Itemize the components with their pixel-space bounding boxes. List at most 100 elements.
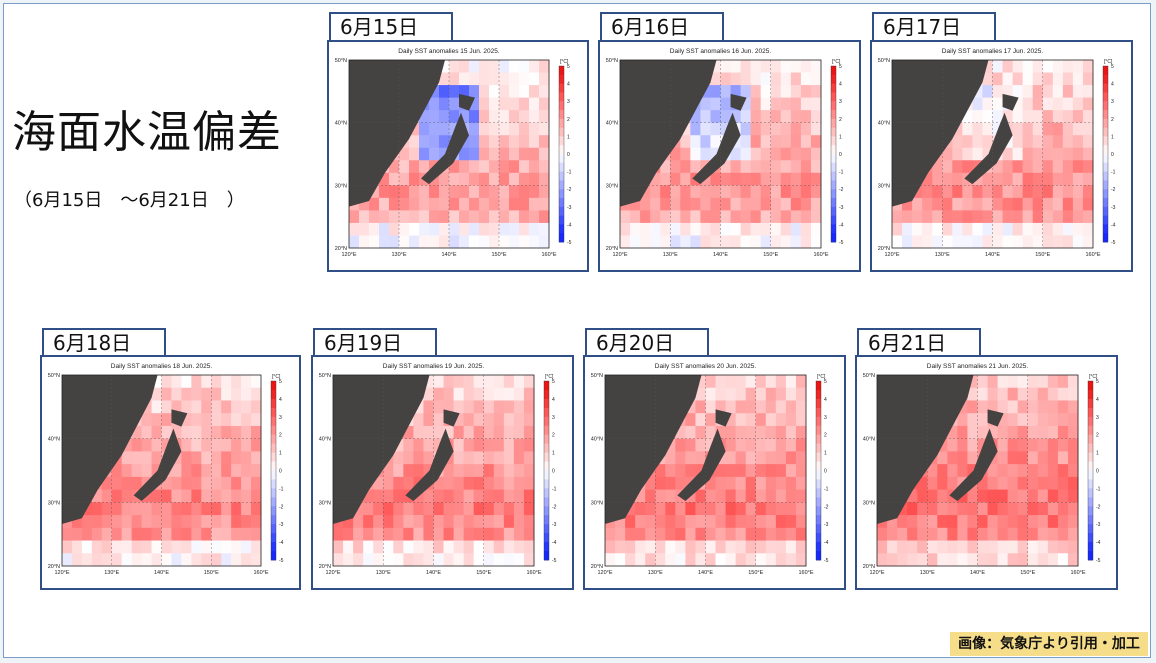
anomaly-cell [655, 489, 666, 503]
anomaly-cell [363, 553, 374, 567]
lat-tick-label: 50°N [591, 373, 603, 379]
anomaly-cell [1062, 235, 1074, 249]
anomaly-cell [952, 160, 963, 174]
colorbar-segment [1088, 425, 1093, 436]
anomaly-cell [790, 185, 802, 199]
anomaly-cell [922, 172, 933, 186]
anomaly-cell [1042, 72, 1054, 86]
colorbar-segment [559, 162, 564, 172]
anomaly-cell [1072, 97, 1084, 111]
anomaly-cell [1002, 147, 1014, 161]
map-frame [332, 374, 535, 567]
anomaly-cell [373, 540, 384, 554]
anomaly-cell [493, 464, 505, 478]
colorbar-tick-label: 2 [279, 433, 282, 439]
anomaly-cell [373, 502, 384, 516]
map-grid [605, 375, 806, 566]
lat-tick-label: 20°N [48, 564, 60, 570]
anomaly-cell [141, 451, 153, 465]
colorbar-segment [271, 389, 276, 400]
anomaly-cell [463, 515, 475, 529]
anomaly-cell [509, 185, 520, 199]
lat-tick-label: 20°N [606, 246, 618, 252]
anomaly-cell [785, 387, 797, 401]
anomaly-cell [745, 400, 757, 414]
anomaly-cell [1052, 197, 1064, 211]
anomaly-cell [211, 400, 222, 414]
anomaly-cell [389, 235, 400, 249]
anomaly-cell [191, 464, 202, 478]
anomaly-cell [62, 553, 73, 567]
anomaly-cell [877, 540, 888, 554]
anomaly-cell [680, 222, 691, 236]
colorbar-tick-label: 2 [567, 117, 570, 123]
lat-tick-label: 40°N [319, 437, 331, 443]
anomaly-cell [775, 540, 787, 554]
anomaly-cell [463, 451, 475, 465]
anomaly-cell [443, 527, 455, 542]
anomaly-cell [770, 72, 782, 86]
anomaly-cell [1027, 425, 1039, 440]
japan-landmass [677, 428, 726, 502]
lat-tick-label: 50°N [878, 58, 890, 64]
date-tab: 6月20日 [585, 328, 709, 356]
anomaly-cell [1062, 72, 1074, 86]
anomaly-cell [389, 185, 400, 199]
anomaly-cell [937, 515, 948, 529]
anomaly-cell [403, 527, 414, 542]
anomaly-cell [892, 235, 903, 249]
anomaly-cell [1032, 122, 1044, 136]
anomaly-cell [680, 122, 691, 136]
anomaly-cell [379, 222, 390, 236]
anomaly-cell [241, 413, 252, 427]
anomaly-cell [1052, 72, 1064, 86]
anomaly-cell [795, 413, 807, 427]
anomaly-cell [947, 502, 958, 516]
anomaly-cell [383, 540, 394, 554]
anomaly-cell [740, 85, 752, 99]
colorbar-segment [1088, 381, 1093, 391]
anomaly-cell [1042, 147, 1054, 161]
anomaly-cell [439, 135, 450, 149]
anomaly-cell [151, 413, 162, 427]
anomaly-cell [730, 222, 742, 236]
anomaly-cell [665, 502, 676, 516]
anomaly-cell [937, 502, 948, 516]
anomaly-cell [429, 210, 440, 224]
anomaly-cell [967, 540, 978, 554]
anomaly-cell [997, 425, 1009, 440]
anomaly-cell [211, 425, 222, 440]
anomaly-cell [997, 476, 1009, 491]
anomaly-cell [483, 540, 495, 554]
anomaly-cell [902, 210, 913, 224]
anomaly-cell [1057, 553, 1069, 567]
anomaly-cell [775, 451, 787, 465]
lon-tick-label: 140°E [426, 570, 441, 576]
anomaly-cell [181, 387, 192, 401]
anomaly-cell [479, 97, 490, 111]
anomaly-cell [231, 540, 242, 554]
colorbar-segment [559, 83, 564, 93]
anomaly-cell [665, 553, 676, 567]
anomaly-cell [760, 72, 772, 86]
date-tab: 6月18日 [42, 328, 166, 356]
anomaly-cell [775, 464, 787, 478]
lon-tick-label: 130°E [663, 252, 678, 258]
colorbar-tick-label: -3 [839, 205, 844, 211]
anomaly-cell [241, 476, 252, 491]
anomaly-cell [635, 489, 646, 503]
anomaly-cell [675, 553, 686, 567]
anomaly-cell [429, 110, 440, 124]
anomaly-cell [131, 476, 143, 491]
anomaly-cell [770, 122, 782, 136]
anomaly-cell [660, 185, 671, 199]
anomaly-cell [755, 451, 767, 465]
anomaly-cell [1027, 553, 1039, 567]
colorbar-tick-label: 1 [279, 451, 282, 457]
colorbar-tick-label: 4 [552, 397, 555, 403]
anomaly-cell [625, 515, 636, 529]
anomaly-cell [151, 502, 162, 516]
anomaly-cell [972, 197, 983, 211]
anomaly-cell [997, 527, 1009, 542]
anomaly-cell [439, 185, 450, 199]
